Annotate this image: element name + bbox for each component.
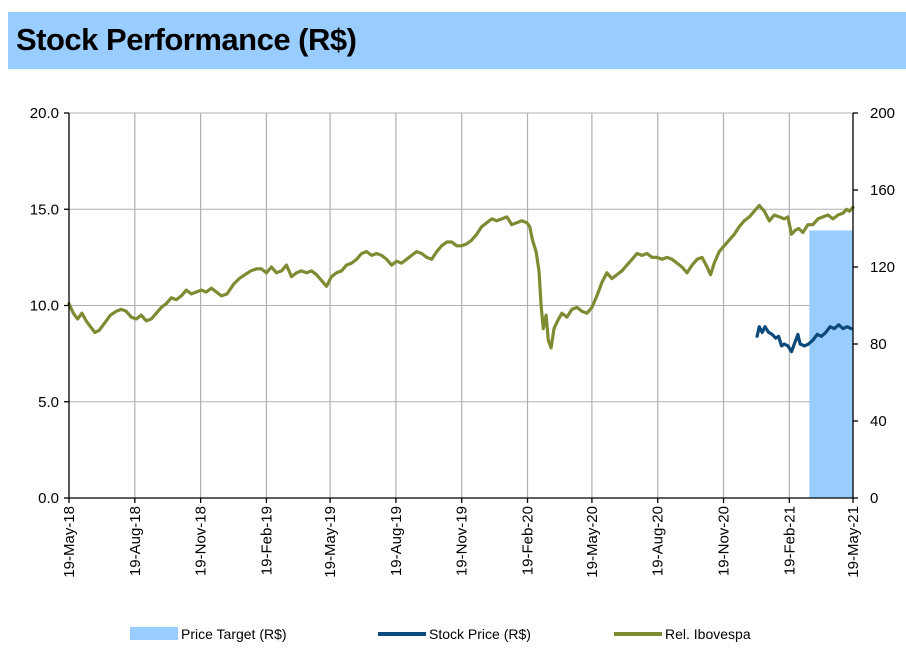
y-right-tick-label: 40	[870, 413, 887, 430]
x-tick-label: 19-Aug-20	[650, 506, 667, 576]
x-tick-label: 19-Aug-18	[127, 506, 144, 576]
x-tick-label: 19-Feb-21	[781, 506, 798, 575]
price-target-area	[809, 230, 853, 499]
y-left-tick-label: 15.0	[30, 201, 59, 218]
stock-price-line	[755, 323, 853, 354]
x-tick-label: 19-May-20	[584, 506, 601, 578]
x-tick-label: 19-May-21	[845, 506, 862, 578]
y-right-tick-label: 200	[870, 105, 895, 122]
legend: Price Target (R$) Stock Price (R$) Rel. Ib…	[130, 626, 751, 642]
y-left-tick-label: 10.0	[30, 298, 59, 315]
y-right-tick-label: 120	[870, 259, 895, 276]
x-tick-label: 19-Nov-18	[193, 506, 210, 576]
legend-label: Stock Price (R$)	[429, 626, 531, 642]
legend-label: Rel. Ibovespa	[665, 626, 751, 642]
series-rel-ibovespa	[67, 203, 855, 350]
x-tick-label: 19-Nov-20	[716, 506, 733, 576]
legend-label: Price Target (R$)	[181, 626, 287, 642]
y-left-tick-label: 5.0	[38, 394, 59, 411]
y-axis-right: 0 40 80 120 160 200	[853, 105, 895, 507]
y-right-tick-label: 160	[870, 182, 895, 199]
chart-grid	[69, 112, 853, 498]
x-tick-label: 19-May-19	[322, 506, 339, 578]
title-bar: Stock Performance (R$)	[8, 12, 906, 69]
y-right-tick-label: 80	[870, 336, 887, 353]
y-axis-left: 0.0 5.0 10.0 15.0 20.0	[30, 105, 69, 507]
y-left-tick-label: 0.0	[38, 490, 59, 507]
x-tick-label: 19-Nov-19	[454, 506, 471, 576]
y-right-tick-label: 0	[870, 490, 878, 507]
x-tick-label: 19-May-18	[61, 506, 78, 578]
x-axis: 19-May-18 19-Aug-18 19-Nov-18 19-Feb-19 19-M…	[61, 498, 862, 578]
x-tick-label: 19-Feb-19	[258, 506, 275, 575]
rel-ibovespa-line	[67, 203, 855, 350]
legend-swatch-price-target	[130, 627, 178, 640]
series-price-target	[809, 230, 853, 499]
x-tick-label: 19-Feb-20	[520, 506, 537, 575]
series-stock-price	[755, 323, 853, 354]
y-left-tick-label: 20.0	[30, 105, 59, 122]
page-title: Stock Performance (R$)	[16, 22, 357, 57]
x-tick-label: 19-Aug-19	[388, 506, 405, 576]
